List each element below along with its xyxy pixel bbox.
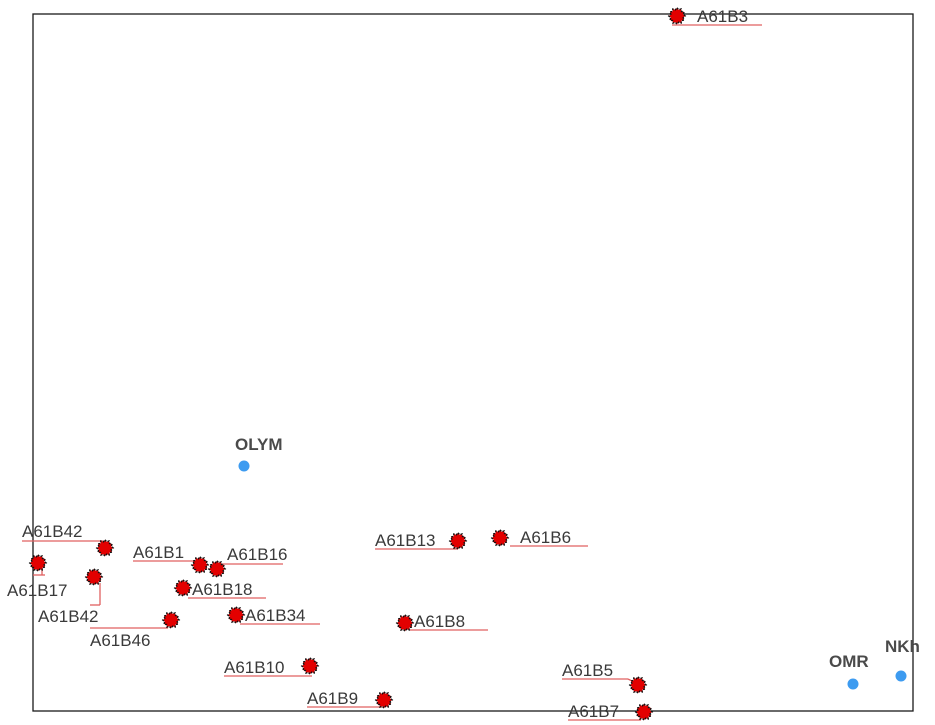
station-label: OMR: [829, 652, 869, 671]
sample-marker[interactable]: [161, 610, 181, 630]
map-labels: A61B3 A61B42 A61B17 A61B42 A61B46 A61B1 A61B16…: [7, 7, 920, 721]
sample-marker[interactable]: [395, 613, 415, 633]
sample-marker[interactable]: [95, 538, 115, 558]
sample-label: A61B10: [224, 658, 285, 677]
sample-marker[interactable]: [84, 567, 104, 587]
sample-label: A61B8: [414, 612, 465, 631]
sample-marker[interactable]: [667, 6, 687, 26]
sample-label: A61B1: [133, 543, 184, 562]
sample-marker[interactable]: [448, 531, 468, 551]
sample-marker[interactable]: [207, 559, 227, 579]
sample-label: A61B34: [245, 606, 306, 625]
sample-label: A61B9: [307, 689, 358, 708]
map-markers: [28, 6, 907, 722]
sample-marker[interactable]: [490, 528, 510, 548]
sample-marker[interactable]: [226, 605, 246, 625]
sample-label: A61B46: [90, 631, 151, 650]
station-label: OLYM: [235, 435, 283, 454]
station-marker[interactable]: [847, 678, 859, 690]
sample-label: A61B17: [7, 581, 68, 600]
map-frame: [32, 13, 914, 712]
sample-marker[interactable]: [374, 690, 394, 710]
sample-marker[interactable]: [634, 702, 654, 722]
station-label: NKh: [885, 637, 920, 656]
sample-label: A61B3: [697, 7, 748, 26]
sample-marker[interactable]: [300, 656, 320, 676]
sample-label: A61B18: [192, 580, 253, 599]
station-marker[interactable]: [238, 460, 250, 472]
sample-label: A61B42: [22, 522, 83, 541]
sample-label: A61B13: [375, 531, 436, 550]
sample-label: A61B7: [568, 702, 619, 721]
sample-label: A61B42: [38, 607, 99, 626]
sample-marker[interactable]: [173, 578, 193, 598]
sample-label: A61B6: [520, 528, 571, 547]
sample-marker[interactable]: [628, 675, 648, 695]
sample-label: A61B16: [227, 545, 288, 564]
station-marker[interactable]: [895, 670, 907, 682]
label-leader-lines: [22, 24, 762, 721]
sample-marker[interactable]: [190, 555, 210, 575]
sample-label: A61B5: [562, 661, 613, 680]
sample-marker[interactable]: [28, 553, 48, 573]
